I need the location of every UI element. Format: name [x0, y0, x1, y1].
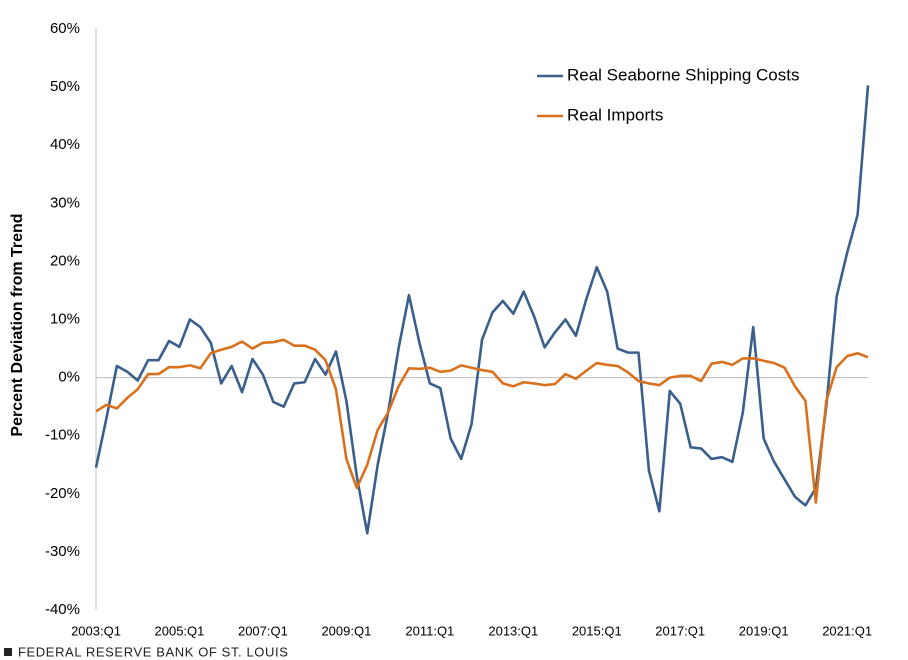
series-line [94, 85, 870, 535]
x-tick-label: 2019:Q1 [739, 623, 789, 638]
y-tick-label: 10% [50, 310, 80, 327]
y-tick-label: 20% [50, 252, 80, 269]
x-tick-label: 2007:Q1 [238, 623, 288, 638]
series-line [95, 338, 869, 504]
x-tick-label: 2011:Q1 [405, 623, 454, 638]
y-tick-label: 40% [50, 136, 80, 153]
y-tick-label: 50% [50, 78, 80, 95]
legend-label: Real Seaborne Shipping Costs [567, 65, 799, 84]
source-icon [4, 648, 12, 656]
x-tick-label: 2017:Q1 [655, 623, 705, 638]
x-tick-label: 2021:Q1 [822, 623, 872, 638]
x-tick-label: 2015:Q1 [572, 623, 622, 638]
legend-label: Real Imports [567, 105, 663, 124]
x-tick-label: 2013:Q1 [488, 623, 538, 638]
y-tick-label: 30% [50, 194, 80, 211]
y-tick-label: -10% [45, 427, 80, 444]
y-tick-label: 0% [58, 369, 80, 386]
x-tick-label: 2009:Q1 [321, 623, 371, 638]
x-tick-label: 2003:Q1 [71, 623, 121, 638]
y-axis-label: Percent Deviation from Trend [9, 213, 26, 436]
y-tick-label: -30% [45, 543, 80, 560]
y-tick-label: -20% [45, 485, 80, 502]
y-tick-label: -40% [45, 601, 80, 618]
y-tick-label: 60% [50, 20, 80, 37]
x-tick-label: 2005:Q1 [155, 623, 205, 638]
source: FEDERAL RESERVE BANK OF ST. LOUIS [18, 644, 288, 659]
